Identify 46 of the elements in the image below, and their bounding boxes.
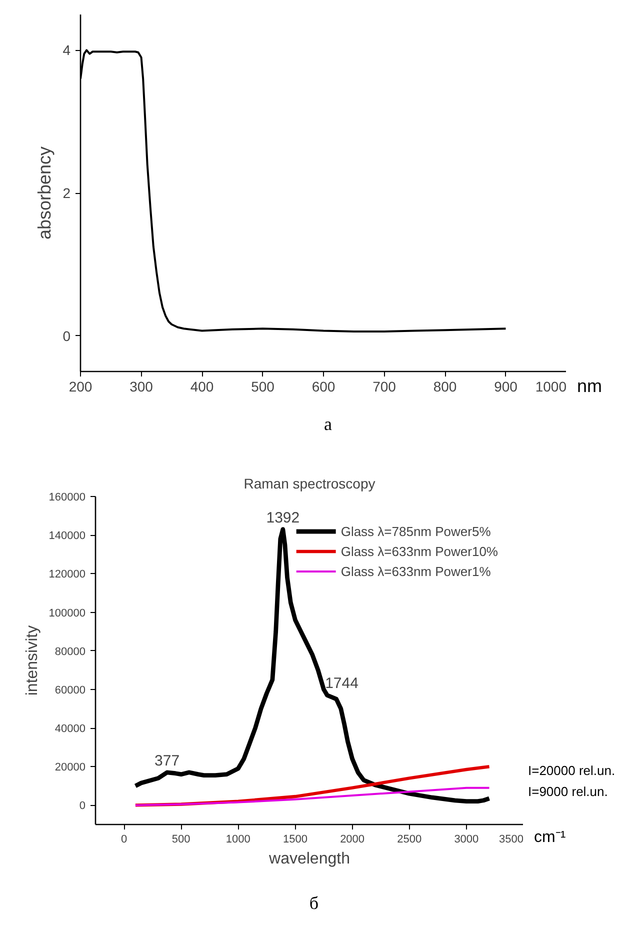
annotation: I=20000 rel.un. [528, 762, 616, 780]
annotation: 377 [154, 752, 180, 770]
y-tick-label: 120000 [48, 568, 86, 581]
line-series [134, 786, 490, 806]
x-tick-label: 3000 [454, 834, 479, 846]
x-tick-label: 0 [120, 834, 128, 846]
chart-title: Raman spectroscopy [244, 476, 376, 492]
x-tick-label: 900 [494, 378, 518, 394]
x-tick-label: 1000 [226, 834, 250, 846]
x-tick-label: 2000 [340, 834, 365, 846]
x-tick-label: 3500 [499, 834, 524, 846]
y-axis-title: absorbency [34, 146, 55, 240]
legend-label: Glass λ=785nm Power5% [340, 523, 491, 539]
annotation: 1392 [266, 509, 300, 526]
legend-label: Glass λ=633nm Power1% [340, 563, 491, 579]
y-tick-label: 4 [62, 42, 71, 58]
text: а [323, 413, 333, 436]
x-tick-label: 200 [68, 378, 92, 394]
y-tick-label: 40000 [54, 723, 86, 736]
x-tick-label: 500 [172, 834, 190, 846]
x-axis-title: nm [577, 375, 602, 398]
text: cm⁻¹ [534, 828, 566, 848]
y-tick-label: 140000 [48, 530, 86, 542]
y-tick-label: 20000 [54, 762, 86, 774]
x-tick-label: 800 [433, 378, 457, 394]
x-axis-title: wavelength [268, 850, 350, 868]
x-tick-label: 500 [251, 378, 275, 394]
y-tick-label: 80000 [54, 646, 86, 658]
x-tick-label: 1500 [283, 834, 308, 846]
x-tick-label: 600 [312, 378, 336, 394]
annotation: I=9000 rel.un. [528, 783, 608, 801]
legend-label: Glass λ=633nm Power10% [340, 543, 498, 559]
x-tick-label: 300 [130, 378, 154, 394]
x-tick-label: 700 [372, 378, 396, 394]
y-tick-label: 0 [62, 328, 71, 344]
y-tick-label: 2 [62, 185, 71, 201]
y-axis-title: intensivity [24, 625, 41, 696]
y-tick-label: 60000 [54, 684, 86, 696]
text: б [308, 892, 320, 915]
x-tick-label: 400 [190, 378, 214, 394]
annotation: 1744 [325, 675, 358, 692]
y-tick-label: 160000 [48, 492, 86, 504]
x-tick-label: 1000 [535, 378, 567, 394]
x-tick-label: 2500 [397, 834, 422, 846]
y-tick-label: 0 [79, 800, 86, 812]
y-tick-label: 100000 [48, 607, 86, 620]
